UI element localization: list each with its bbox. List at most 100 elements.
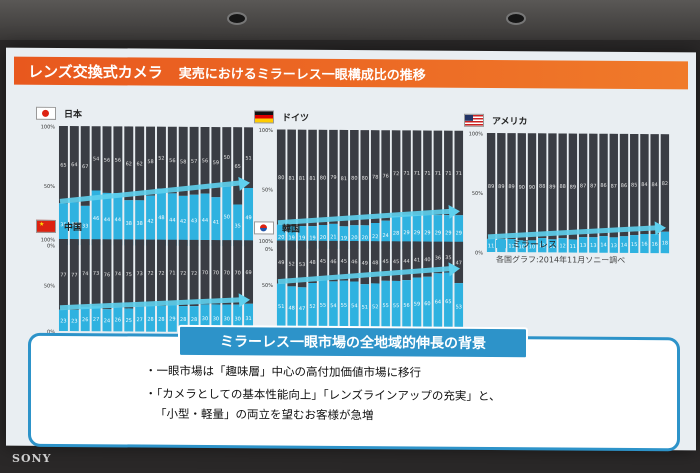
data-label-mirrorless: 29: [445, 230, 451, 236]
data-label-mirrorless: 29: [169, 316, 175, 322]
bar-dslr: [69, 126, 79, 203]
bar-dslr: [80, 239, 90, 308]
data-label-dslr: 86: [600, 183, 606, 189]
data-label-mirrorless: 44: [115, 217, 121, 223]
data-label-mirrorless: 52: [372, 304, 378, 310]
bar-mirrorless: [444, 215, 453, 250]
data-label-mirrorless: 22: [372, 234, 378, 240]
bar-mirrorless: [650, 234, 659, 254]
data-label-dslr: 58: [180, 159, 186, 165]
data-label-dslr: 44: [403, 259, 409, 265]
data-label-mirrorless: 29: [403, 230, 409, 236]
y-tick-label: 100%: [41, 124, 56, 130]
data-label-mirrorless: 28: [158, 317, 164, 323]
trend-arrow: [277, 266, 453, 285]
y-tick-label: 100%: [469, 131, 484, 137]
data-label-dslr: 75: [126, 272, 132, 278]
data-label-mirrorless: 52: [309, 304, 315, 310]
data-label-mirrorless: 16: [641, 242, 647, 248]
data-label-dslr: 50: [224, 155, 230, 161]
data-label-dslr: 73: [136, 271, 142, 277]
data-label-dslr: 71: [169, 270, 175, 276]
bar-dslr: [91, 239, 101, 307]
data-label-mirrorless: 26: [82, 317, 88, 323]
germany-flag-icon: [254, 109, 274, 123]
bar-dslr: [402, 130, 411, 215]
data-label-dslr: 52: [288, 261, 294, 267]
bar-mirrorless: [58, 203, 68, 246]
bar-dslr: [630, 133, 639, 236]
bar-dslr: [222, 240, 232, 305]
bar-mirrorless: [287, 286, 296, 329]
bar-mirrorless: [391, 215, 401, 250]
bar-dslr: [454, 241, 464, 284]
data-label-mirrorless: 18: [662, 240, 668, 246]
country-label: アメリカ: [492, 116, 528, 127]
data-label-dslr: 72: [158, 271, 164, 277]
data-label-mirrorless: 20: [362, 235, 368, 241]
data-label-dslr: 87: [611, 184, 617, 190]
bar-dslr: [156, 126, 166, 189]
y-tick-label: 50%: [262, 187, 273, 193]
bar-mirrorless: [619, 236, 629, 253]
trend-arrow: [59, 297, 243, 311]
data-label-dslr: 73: [93, 271, 99, 277]
data-label-mirrorless: 44: [104, 217, 110, 223]
legend-swatch-mirrorless: [496, 239, 506, 248]
data-label-dslr: 89: [549, 184, 555, 190]
data-label-dslr: 84: [641, 182, 647, 188]
bar-dslr: [454, 130, 464, 216]
bar-dslr: [211, 240, 221, 305]
data-label-mirrorless: 55: [341, 303, 347, 309]
bar-dslr: [287, 240, 296, 287]
bar-dslr: [650, 134, 659, 235]
data-label-dslr: 78: [372, 175, 378, 181]
bar-mirrorless: [146, 305, 156, 332]
bar-mirrorless: [113, 192, 123, 246]
data-label-mirrorless: 36: [71, 222, 77, 228]
bar-mirrorless: [360, 284, 370, 330]
bar-mirrorless: [69, 202, 79, 246]
bar-dslr: [200, 126, 210, 194]
bar-dslr: [548, 133, 557, 240]
bar-dslr: [124, 126, 134, 201]
bullet-2: ・「カメラとしての基本性能向上」「レンズラインアップの充実」と、: [145, 386, 501, 404]
bar-dslr: [507, 133, 516, 240]
chart-korea: 100% 50% 0% 51 49 48 52 47 53 52 48 55 45 54 46 55 45 54 4…: [259, 239, 464, 333]
bar-dslr: [486, 132, 496, 239]
data-label-dslr: 80: [351, 176, 357, 182]
data-label-mirrorless: 28: [393, 231, 399, 237]
data-label-mirrorless: 44: [169, 218, 175, 224]
bar-mirrorless: [80, 307, 90, 332]
data-label-mirrorless: 41: [213, 220, 219, 226]
y-tick-label: 100%: [259, 128, 274, 134]
bar-dslr: [276, 129, 286, 225]
bar-mirrorless: [189, 194, 199, 246]
data-label-mirrorless: 43: [191, 218, 197, 224]
data-label-mirrorless: 11: [570, 244, 576, 250]
bullet-1: ・一眼市場は「趣味層」中心の高付加価値市場に移行: [145, 363, 421, 380]
data-label-mirrorless: 65: [445, 299, 451, 305]
bar-mirrorless: [244, 187, 254, 247]
data-label-dslr: 40: [424, 257, 430, 263]
data-label-dslr: 71: [456, 171, 462, 177]
data-label-dslr: 87: [580, 183, 586, 189]
data-label-mirrorless: 20: [351, 235, 357, 241]
data-label-dslr: 90: [529, 185, 535, 191]
bar-mirrorless: [433, 273, 443, 330]
title-bar: レンズ交換式カメラ 実売におけるミラーレス一眼構成比の推移: [14, 56, 688, 90]
bar-dslr: [146, 126, 156, 196]
chart-japan: 100% 50% 0% 35 65 36 64 33 67 46 54 44 56 44 56 38 62 38 6…: [41, 124, 254, 249]
bar-dslr: [558, 133, 567, 239]
data-label-mirrorless: 19: [309, 235, 315, 241]
data-label-dslr: 65: [234, 164, 240, 170]
bar-mirrorless: [599, 236, 608, 253]
bar-mirrorless: [433, 215, 443, 250]
data-label-dslr: 49: [278, 260, 284, 266]
data-label-dslr: 88: [539, 184, 545, 190]
bar-dslr: [58, 125, 68, 204]
bar-mirrorless: [630, 235, 639, 254]
ceiling-light: [506, 12, 526, 25]
data-label-dslr: 48: [309, 260, 315, 266]
bar-mirrorless: [558, 238, 567, 253]
